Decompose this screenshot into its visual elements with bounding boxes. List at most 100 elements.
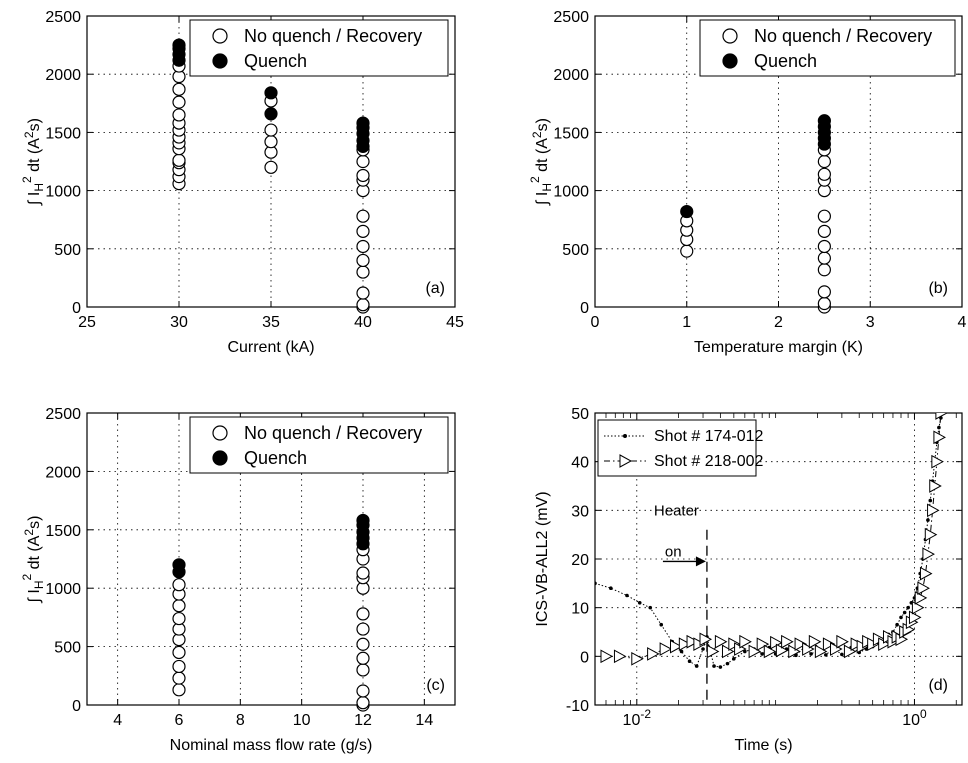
y-tick-label: 500	[562, 242, 589, 259]
no-quench-point	[173, 83, 185, 95]
legend-label: Quench	[244, 448, 307, 468]
x-axis-label: Temperature margin (K)	[694, 339, 863, 356]
series-point-174-012	[609, 586, 613, 590]
panel-label: (d)	[928, 677, 948, 694]
no-quench-point	[357, 287, 369, 299]
series-point-218-002	[601, 650, 612, 662]
chart-panel-c: 4 6 8 10 12 1405001000150020002500Nominal mas…	[20, 406, 455, 754]
quench-point	[681, 206, 693, 218]
no-quench-point	[818, 252, 830, 264]
heater-annotation-text: on	[665, 544, 682, 561]
no-quench-point	[818, 225, 830, 237]
series-point-218-002	[614, 650, 625, 662]
legend-label: Quench	[244, 51, 307, 71]
y-tick-label: 2500	[553, 9, 589, 26]
y-tick-label: 20	[571, 552, 589, 569]
no-quench-point	[173, 684, 185, 696]
x-tick-label: 30	[170, 314, 188, 331]
y-tick-label: 2500	[45, 9, 81, 26]
no-quench-point	[357, 210, 369, 222]
series-point-218-002	[809, 636, 820, 648]
no-quench-point	[173, 646, 185, 658]
no-quench-point	[173, 579, 185, 591]
series-point-174-012	[695, 664, 699, 668]
panel-label: (c)	[426, 677, 445, 694]
no-quench-point	[357, 240, 369, 252]
series-point-218-002	[932, 456, 943, 468]
x-tick-label: 45	[446, 314, 464, 331]
y-axis-label: ∫ IH2 dt (A2s)	[528, 118, 554, 206]
legend-label: No quench / Recovery	[244, 423, 422, 443]
y-tick-label: 1000	[553, 184, 589, 201]
series-point-174-012	[688, 659, 692, 663]
quench-point	[357, 514, 369, 526]
panel-label: (a)	[425, 280, 445, 297]
y-tick-label: 500	[54, 640, 81, 657]
no-quench-point	[265, 136, 277, 148]
x-tick-label: 8	[236, 712, 245, 729]
legend-quench-marker	[213, 54, 227, 68]
series-point-218-002	[928, 504, 939, 516]
no-quench-point	[681, 245, 693, 257]
no-quench-point	[265, 161, 277, 173]
series-point-218-002	[700, 633, 711, 645]
no-quench-point	[818, 286, 830, 298]
no-quench-point	[357, 652, 369, 664]
no-quench-point	[173, 154, 185, 166]
y-tick-label: 2000	[45, 67, 81, 84]
x-tick-label: 2	[774, 314, 783, 331]
quench-point	[173, 559, 185, 571]
x-axis-label: Time (s)	[734, 737, 792, 754]
x-tick-label: 35	[262, 314, 280, 331]
x-tick-label: 4	[113, 712, 122, 729]
legend-no-quench-marker	[213, 29, 227, 43]
series-point-174-012	[895, 623, 899, 627]
y-tick-label: 50	[571, 406, 589, 423]
series-point-218-002	[782, 636, 793, 648]
no-quench-point	[818, 298, 830, 310]
x-tick-label: 40	[354, 314, 372, 331]
no-quench-point	[818, 210, 830, 222]
y-tick-label: 10	[571, 601, 589, 618]
y-tick-label: 1500	[553, 125, 589, 142]
series-point-218-002	[632, 653, 643, 665]
series-point-218-002	[912, 602, 923, 614]
series-point-174-012	[638, 601, 642, 605]
no-quench-point	[357, 608, 369, 620]
series-point-218-002	[923, 548, 934, 560]
x-tick-label: 10	[293, 712, 311, 729]
series-point-218-002	[715, 636, 726, 648]
no-quench-point	[357, 567, 369, 579]
series-point-174-012	[712, 664, 716, 668]
panel-label: (b)	[928, 280, 948, 297]
no-quench-point	[265, 124, 277, 136]
y-tick-label: 1500	[45, 125, 81, 142]
y-tick-label: 1000	[45, 581, 81, 598]
no-quench-point	[818, 156, 830, 168]
x-axis-label: Current (kA)	[227, 339, 314, 356]
x-axis-label: Nominal mass flow rate (g/s)	[170, 737, 373, 754]
y-tick-label: -10	[566, 698, 589, 715]
no-quench-point	[357, 225, 369, 237]
no-quench-point	[173, 672, 185, 684]
series-point-174-012	[906, 606, 910, 610]
chart-panel-d: 10-2 100 -10 0 10 20 30 40 50 Time (s) ICS-VB-ALL2…	[534, 406, 962, 754]
no-quench-point	[818, 264, 830, 276]
quench-point	[173, 39, 185, 51]
series-point-174-012	[732, 657, 736, 661]
legend-marker-174-012	[623, 434, 627, 438]
no-quench-point	[818, 168, 830, 180]
no-quench-point	[357, 685, 369, 697]
series-point-174-012	[899, 616, 903, 620]
series-point-218-002	[660, 643, 671, 655]
no-quench-point	[173, 96, 185, 108]
no-quench-point	[357, 266, 369, 278]
legend-label: Shot # 174-012	[654, 428, 764, 445]
series-point-174-012	[701, 647, 705, 651]
legend-label: No quench / Recovery	[244, 26, 422, 46]
x-tick-label: 12	[354, 712, 372, 729]
y-tick-label: 2500	[45, 406, 81, 423]
series-point-174-012	[840, 653, 844, 657]
y-tick-label: 2000	[553, 67, 589, 84]
